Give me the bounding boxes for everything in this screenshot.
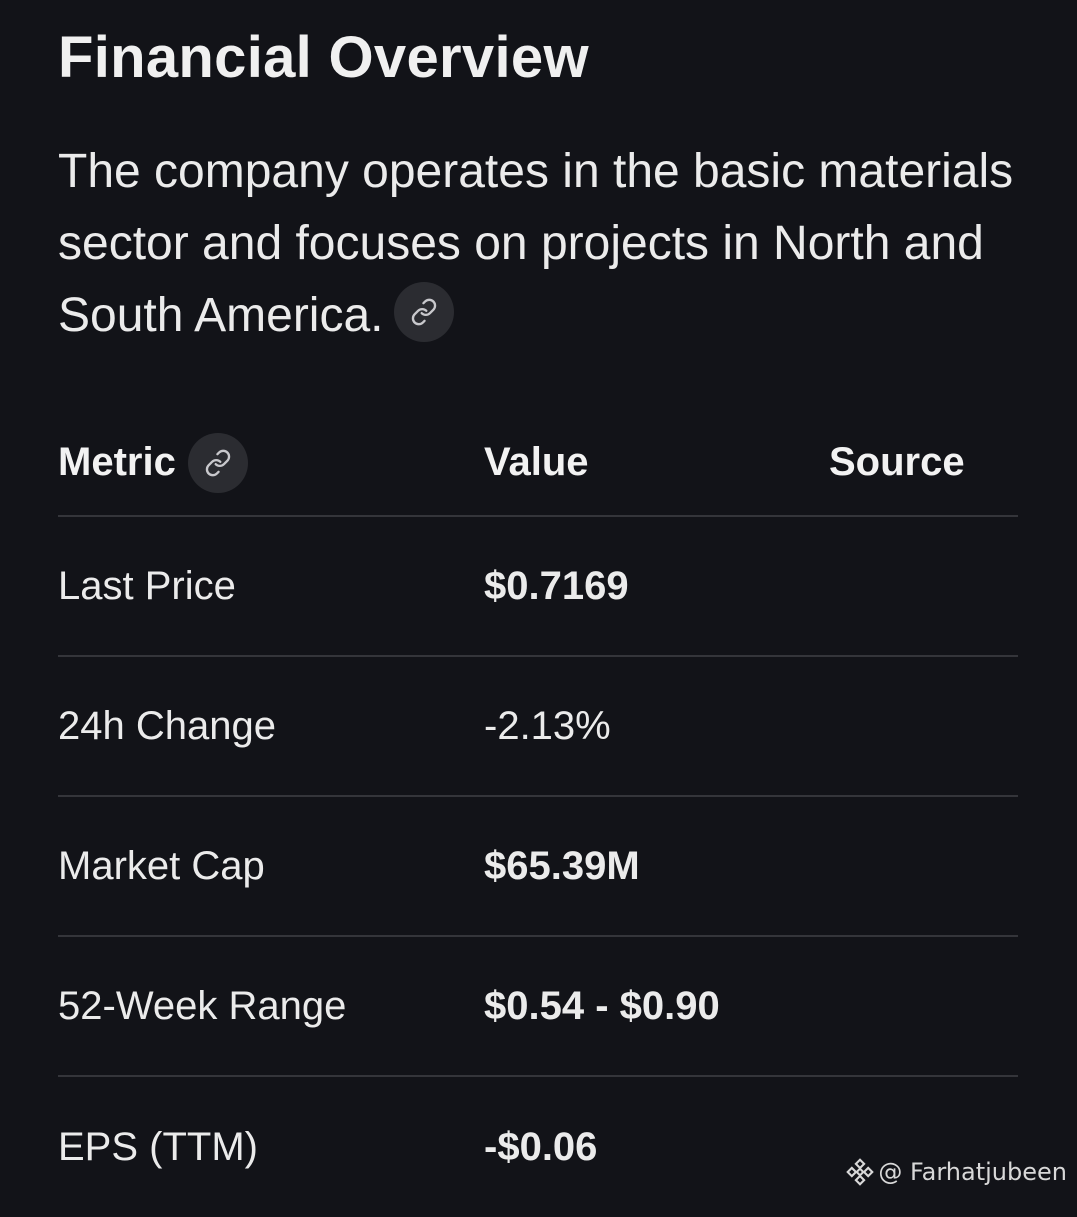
metric-cell: EPS (TTM)	[58, 1124, 258, 1169]
metric-cell: Market Cap	[58, 843, 265, 888]
table-header-row: Metric Value Source	[58, 410, 1018, 517]
description-text: The company operates in the basic materi…	[58, 145, 1014, 342]
description-paragraph: The company operates in the basic materi…	[58, 136, 1023, 352]
page-title: Financial Overview	[58, 25, 589, 90]
metric-cell: 24h Change	[58, 703, 276, 748]
watermark: @ Farhatjubeen	[846, 1158, 1067, 1186]
header-metric: Metric	[58, 410, 248, 515]
metric-link-button[interactable]	[187, 432, 248, 493]
header-metric-label: Metric	[58, 440, 176, 484]
metric-cell: 52-Week Range	[58, 983, 347, 1028]
value-cell: $0.7169	[484, 563, 629, 608]
link-icon	[205, 449, 230, 476]
table-row: 24h Change -2.13%	[58, 657, 1018, 797]
value-cell: $0.54 - $0.90	[484, 983, 720, 1028]
header-value: Value	[484, 440, 589, 484]
financial-table: Metric Value Source Last Price $0.7169 2…	[58, 410, 1018, 1217]
metric-cell: Last Price	[58, 563, 236, 608]
value-cell: -$0.06	[484, 1124, 598, 1169]
link-icon	[411, 298, 436, 326]
value-cell: -2.13%	[484, 703, 611, 748]
watermark-text: @ Farhatjubeen	[878, 1158, 1067, 1186]
header-source: Source	[829, 440, 965, 484]
table-row: Market Cap $65.39M	[58, 797, 1018, 937]
table-row: Last Price $0.7169	[58, 517, 1018, 657]
binance-logo-icon	[846, 1158, 875, 1186]
table-row: 52-Week Range $0.54 - $0.90	[58, 937, 1018, 1077]
description-link-button[interactable]	[393, 282, 454, 343]
value-cell: $65.39M	[484, 843, 640, 888]
table-row: EPS (TTM) -$0.06	[58, 1077, 1018, 1217]
